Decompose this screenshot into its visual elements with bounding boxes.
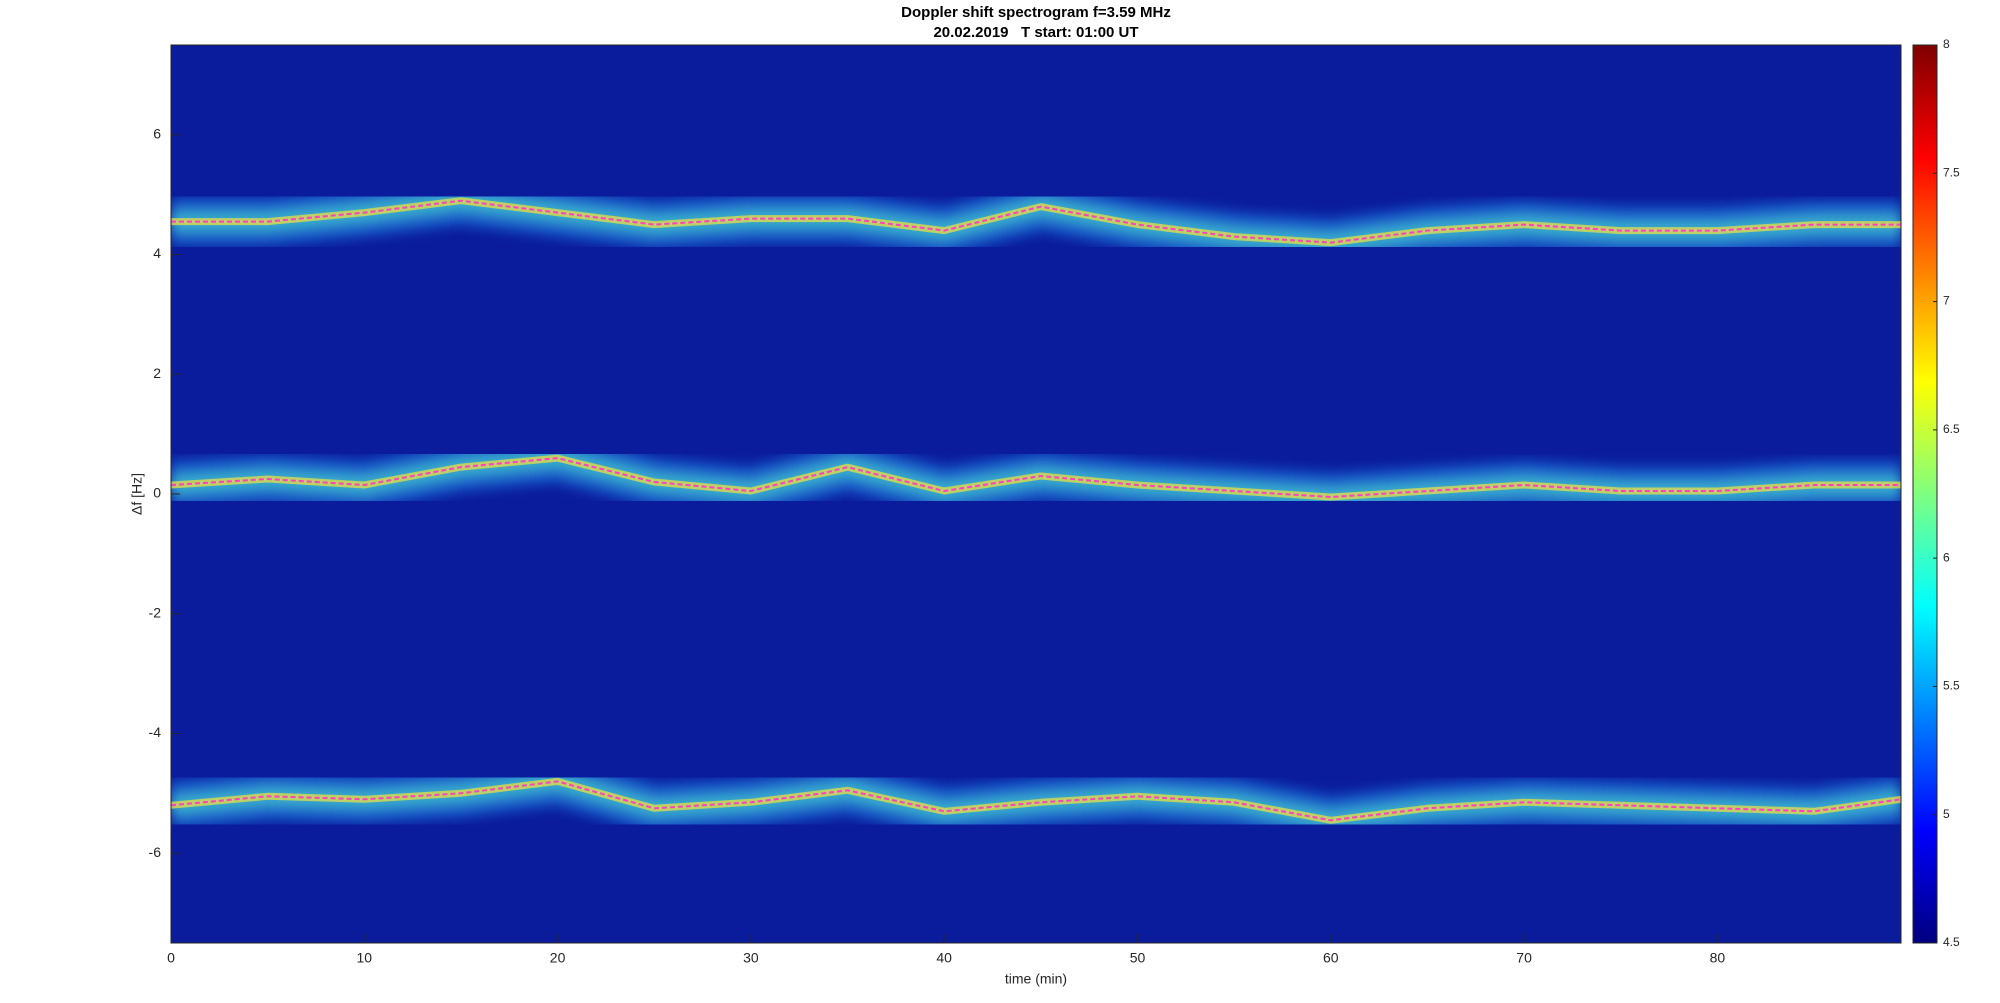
x-tick-label: 40 [936,950,952,966]
colorbar-tick-label: 4.5 [1943,935,1960,949]
y-tick-label: 6 [153,126,161,142]
y-tick-label: 2 [153,365,161,381]
x-tick-label: 20 [550,950,566,966]
x-tick-label: 30 [743,950,759,966]
colorbar-tick-label: 6.5 [1943,422,1960,436]
colorbar [1912,44,1938,944]
chart-title: Doppler shift spectrogram f=3.59 MHz [901,4,1171,21]
spectrogram-traces [171,176,1901,845]
x-axis-label: time (min) [1005,971,1067,987]
x-tick-label: 80 [1710,950,1726,966]
y-tick-label: -4 [149,724,162,740]
colorbar-tick-label: 7 [1943,294,1950,308]
trace-line [171,199,1901,244]
trace-line [171,457,1901,499]
y-tick-label: 0 [153,485,161,501]
y-axis-label: Δf [Hz] [129,473,145,515]
colorbar-tick-label: 7.5 [1943,165,1960,179]
x-tick-label: 0 [167,950,175,966]
colorbar-tick-label: 5.5 [1943,679,1960,693]
colorbar-tick-label: 5 [1943,807,1950,821]
y-tick-label: -6 [149,844,162,860]
colorbar-tick-label: 8 [1943,37,1950,51]
trace-line [171,780,1901,822]
x-tick-label: 10 [357,950,373,966]
y-tick-label: 4 [153,245,161,261]
colorbar-tick-label: 6 [1943,550,1950,564]
chart-subtitle: 20.02.2019 T start: 01:00 UT [933,24,1138,41]
x-tick-label: 50 [1130,950,1146,966]
x-tick-label: 70 [1516,950,1532,966]
x-tick-label: 60 [1323,950,1339,966]
y-tick-label: -2 [149,604,162,620]
